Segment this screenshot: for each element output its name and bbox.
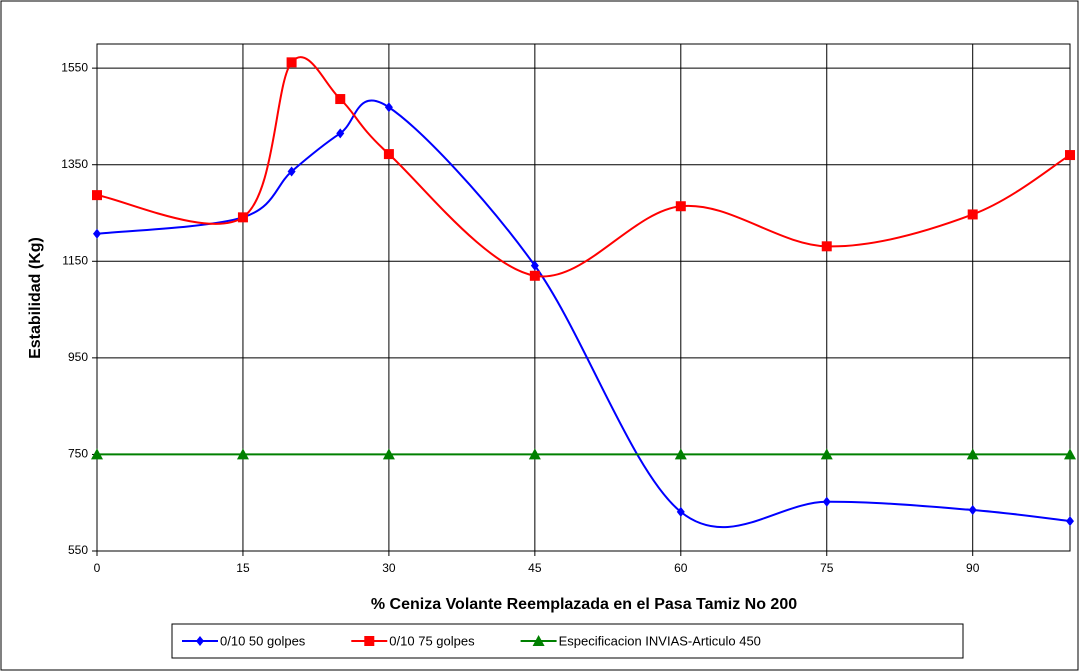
marker (236, 448, 249, 460)
y-tick-label: 550 (68, 543, 88, 557)
legend-box (171, 623, 964, 659)
marker (1066, 516, 1074, 527)
marker (91, 448, 103, 460)
x-tick-label: 45 (528, 561, 542, 575)
marker (237, 212, 248, 223)
x-tick-label: 0 (94, 561, 101, 575)
marker (530, 260, 539, 271)
marker (966, 448, 979, 460)
marker (676, 506, 685, 517)
marker (821, 241, 832, 252)
marker (967, 209, 978, 220)
x-tick-label: 30 (382, 561, 396, 575)
x-axis-title: % Ceniza Volante Reemplazada en el Pasa … (371, 596, 797, 613)
x-tick-label: 60 (674, 561, 688, 575)
y-tick-label: 750 (68, 447, 88, 461)
marker (364, 636, 375, 646)
marker (383, 149, 394, 160)
marker (820, 448, 833, 460)
marker (335, 94, 346, 105)
marker (1065, 150, 1075, 161)
x-tick-label: 15 (236, 561, 250, 575)
x-tick-label: 90 (966, 561, 980, 575)
x-tick-label: 75 (820, 561, 834, 575)
marker (196, 636, 204, 646)
marker (382, 448, 395, 460)
marker (968, 504, 977, 515)
marker (675, 201, 686, 212)
legend-label: Especificacion INVIAS-Articulo 450 (559, 633, 761, 648)
y-axis-title: Estabilidad (Kg) (27, 237, 44, 359)
marker (1064, 448, 1076, 460)
legend-label: 0/10 50 golpes (220, 633, 306, 648)
marker (93, 228, 101, 239)
y-tick-label: 1550 (61, 60, 88, 74)
marker (529, 270, 540, 281)
y-tick-label: 1150 (62, 253, 88, 267)
marker (287, 166, 296, 177)
y-tick-label: 1350 (61, 157, 88, 171)
marker (822, 496, 831, 507)
marker (286, 57, 297, 68)
marker (528, 448, 541, 460)
marker (92, 190, 102, 201)
plot-area (96, 43, 1071, 552)
series-line (96, 56, 1071, 278)
marker (532, 635, 545, 646)
legend: 0/10 50 golpes 0/10 75 golpes Especificaci… (171, 623, 964, 659)
marker (384, 102, 393, 113)
marker (336, 128, 345, 139)
legend-label: 0/10 75 golpes (389, 633, 475, 648)
marker (674, 448, 687, 460)
y-tick-label: 950 (68, 350, 88, 364)
